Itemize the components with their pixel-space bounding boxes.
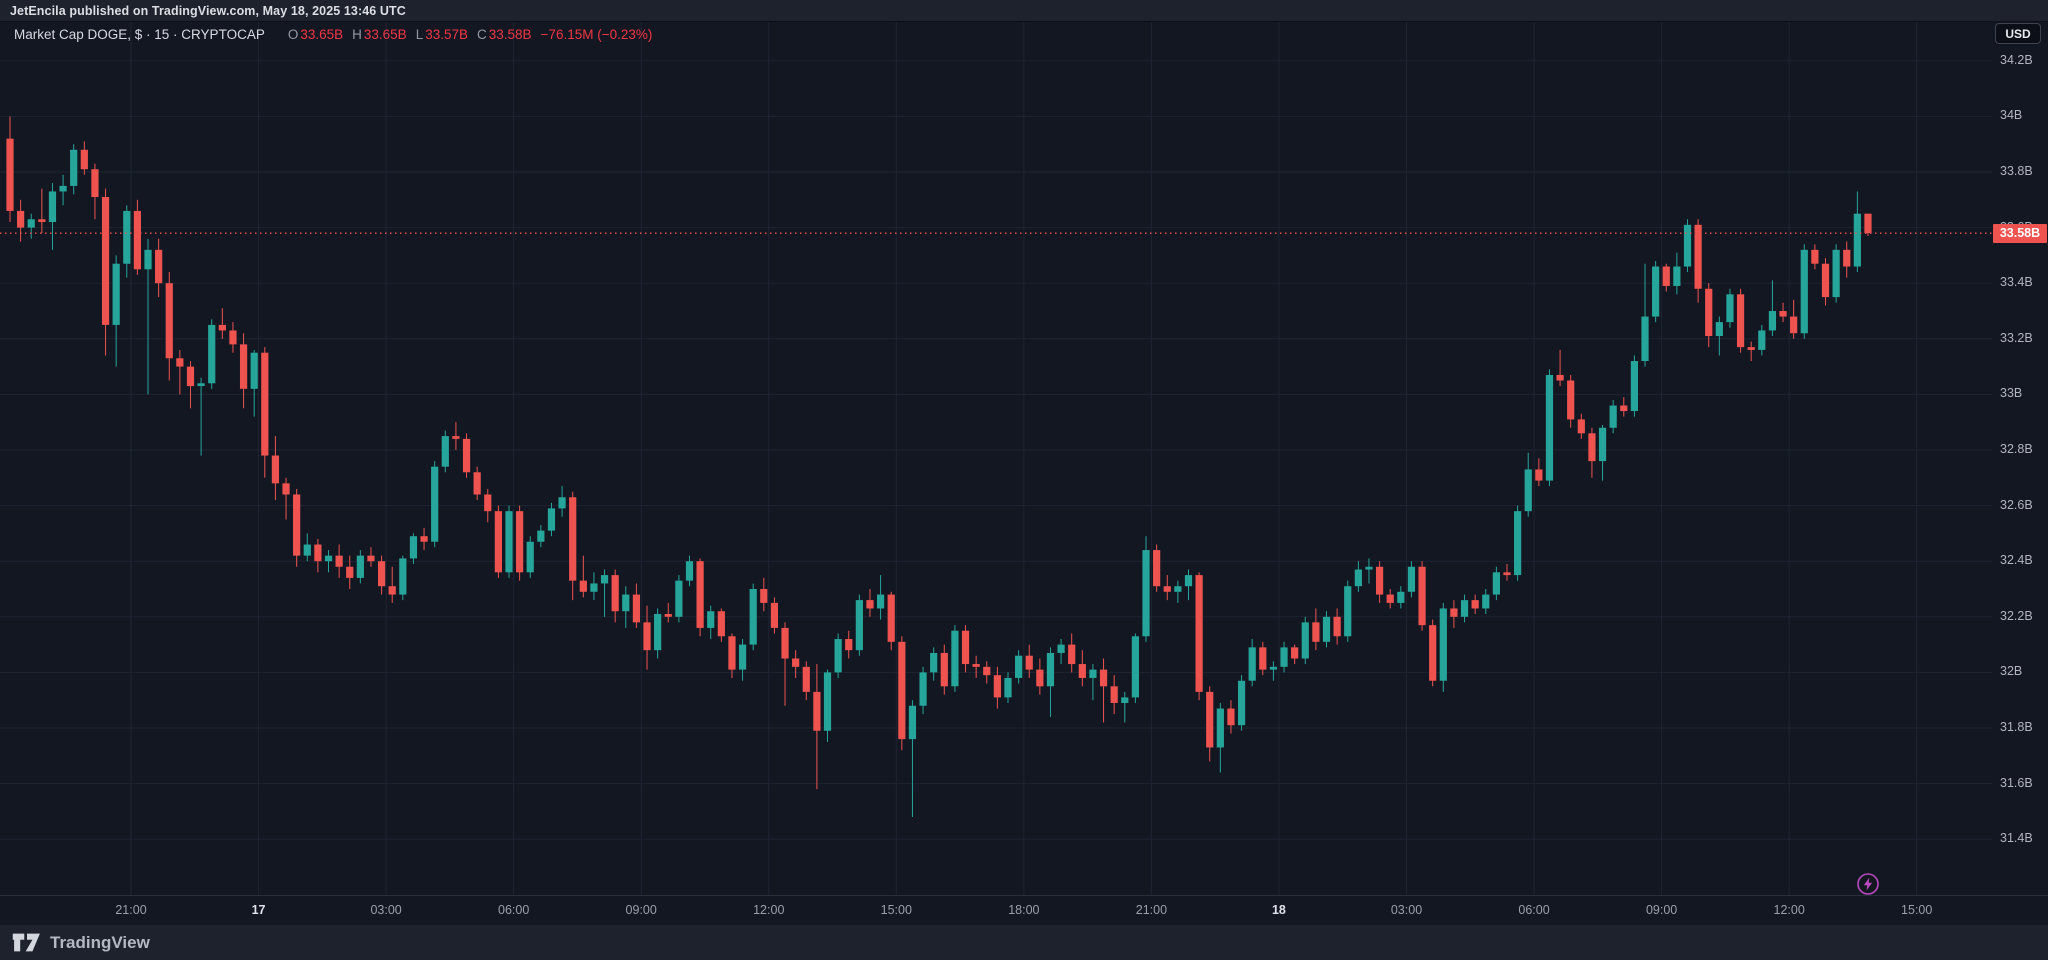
symbol-title: Market Cap DOGE, $ · 15 · CRYPTOCAP [14,27,265,42]
time-tick-label: 12:00 [1773,903,1805,917]
price-tick-label: 34.2B [2000,52,2033,67]
time-tick-label: 21:00 [115,903,147,917]
attribution-bar: JetEncila published on TradingView.com, … [0,0,2048,22]
open-value: 33.65B [300,27,344,42]
time-tick-label: 12:00 [753,903,785,917]
price-tick-label: 34B [2000,108,2023,123]
close-label: C [477,27,487,42]
time-tick-label: 06:00 [1518,903,1550,917]
last-price-badge: 33.58B [1993,223,2047,243]
price-tick-label: 31.8B [2000,720,2033,734]
price-tick-label: 31.4B [2000,831,2033,846]
time-tick-label: 03:00 [1390,903,1423,917]
change-value: −76.15M (−0.23%) [540,27,653,42]
time-tick-day-label: 17 [251,903,266,917]
time-tick-label: 03:00 [370,903,402,917]
high-label: H [352,27,362,42]
time-tick-label: 15:00 [880,903,912,917]
chart-legend: Market Cap DOGE, $ · 15 · CRYPTOCAP O 33.… [14,27,652,42]
high-value: 33.65B [363,27,407,42]
price-tick-label: 32.4B [2000,553,2033,568]
tradingview-logo[interactable]: TradingView [12,933,150,953]
low-value: 33.57B [425,27,468,42]
time-axis[interactable]: 21:00 17 03:00 06:00 09:00 12:00 15:00 18:00 21:… [0,896,2048,925]
low-label: L [415,27,424,42]
currency-button[interactable]: USD [1995,23,2041,44]
price-tick-label: 32.6B [2000,497,2033,512]
brand-text: TradingView [50,932,150,952]
price-tick-label: 32.8B [2000,442,2033,456]
time-tick-label: 09:00 [1645,903,1678,917]
price-tick-label: 33.4B [2000,275,2033,290]
close-value: 33.58B [488,27,532,42]
price-axis[interactable]: 34.2B34B33.8B33.6B33.4B33.2B33B32.8B32.6… [1992,22,2048,895]
time-tick-label: 15:00 [1901,903,1933,917]
time-tick-label: 18:00 [1008,903,1040,917]
lightning-icon[interactable] [1854,870,1882,898]
price-tick-label: 32.2B [2000,608,2033,623]
time-tick-label: 06:00 [498,903,530,917]
time-tick-label: 21:00 [1135,903,1168,917]
price-tick-label: 33.2B [2000,330,2033,345]
open-label: O [287,27,299,42]
price-tick-label: 33.8B [2000,164,2033,178]
time-tick-label: 09:00 [625,903,657,917]
price-tick-label: 33B [2000,386,2023,401]
price-tick-label: 32B [2000,664,2023,679]
attribution-text: JetEncila published on TradingView.com, … [10,3,406,18]
price-tick-label: 31.6B [2000,775,2033,790]
footer-bar: TradingView [0,925,2048,960]
time-tick-day-label: 18 [1271,903,1286,917]
